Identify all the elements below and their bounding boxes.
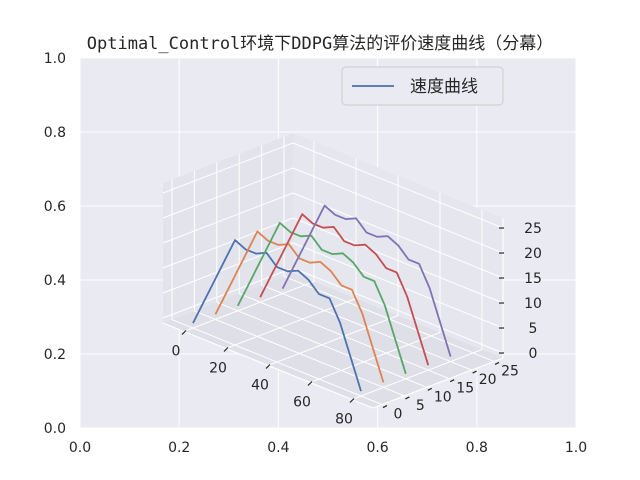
y-tick-label: 25 xyxy=(501,363,519,379)
y-tick-label: 20 xyxy=(479,372,497,388)
y-tick-label: 0 xyxy=(394,407,403,423)
z-tick-label: 15 xyxy=(524,271,542,287)
series-line-2 xyxy=(214,230,385,383)
wall-z-gridline xyxy=(162,242,294,294)
wall-z-gridline xyxy=(162,192,294,244)
x-tick-mark xyxy=(307,381,313,386)
x-tick-mark xyxy=(181,330,187,335)
floor-x-gridline xyxy=(267,315,399,366)
floor-x-gridline xyxy=(225,298,357,349)
y-tick-label: 5 xyxy=(416,398,425,414)
x-tick-mark xyxy=(265,364,271,369)
series-line-4 xyxy=(259,213,430,366)
series-line-3 xyxy=(236,221,407,375)
x-tick-label: 60 xyxy=(293,395,311,411)
wall-z-gridline xyxy=(162,142,294,194)
z-tick-label: 10 xyxy=(524,296,542,312)
x-tick-mark xyxy=(223,347,229,352)
y-tick-mark xyxy=(405,396,410,400)
series-line-5 xyxy=(281,204,452,357)
z-tick-label: 0 xyxy=(529,346,538,362)
z-tick-label: 20 xyxy=(524,246,542,262)
x-axis-line xyxy=(162,322,374,409)
back-z-gridline xyxy=(292,142,504,229)
y-tick-mark xyxy=(472,370,477,374)
y-axis-line xyxy=(372,357,504,409)
outer-y-tick-label: 0.8 xyxy=(44,125,66,141)
back-z-gridline xyxy=(292,267,504,354)
back-z-gridline xyxy=(292,192,504,279)
outer-x-tick-label: 0.6 xyxy=(366,440,388,456)
wall-z-gridline xyxy=(162,167,294,219)
legend-label: 速度曲线 xyxy=(410,77,478,97)
back-z-gridline xyxy=(292,167,504,254)
wall-z-gridline xyxy=(162,217,294,269)
x-tick-label: 80 xyxy=(335,412,353,428)
outer-y-tick-label: 0.4 xyxy=(44,273,66,289)
outer-x-tick-label: 0.8 xyxy=(466,440,488,456)
outer-y-tick-label: 1.0 xyxy=(44,51,66,67)
x-tick-label: 20 xyxy=(209,361,227,377)
x-tick-label: 0 xyxy=(172,344,181,360)
legend-box xyxy=(341,66,504,106)
x-tick-label: 40 xyxy=(251,378,269,394)
floor-x-gridline xyxy=(351,349,483,400)
floor-y-gridline xyxy=(216,301,427,388)
outer-x-tick-label: 1.0 xyxy=(565,440,587,456)
x-tick-mark xyxy=(349,398,355,403)
outer-x-tick-label: 0.2 xyxy=(168,440,190,456)
back-z-gridline xyxy=(292,242,504,329)
outer-y-tick-label: 0.6 xyxy=(44,199,66,215)
back-z-gridline xyxy=(292,217,504,304)
outer-y-tick-label: 0.0 xyxy=(44,421,66,437)
y-tick-label: 15 xyxy=(456,381,474,397)
y-tick-mark xyxy=(449,379,455,383)
z-tick-label: 5 xyxy=(529,321,538,337)
legend: 速度曲线 xyxy=(341,66,504,106)
floor-y-gridline xyxy=(194,310,405,397)
outer-x-tick-label: 0.4 xyxy=(267,440,289,456)
y-tick-mark xyxy=(494,361,500,365)
chart-title: Optimal_Control环境下DDPG算法的评价速度曲线（分幕） xyxy=(87,34,553,54)
y-tick-label: 10 xyxy=(434,389,452,405)
y-tick-mark xyxy=(427,387,433,391)
floor-x-gridline xyxy=(183,281,315,332)
series-line-1 xyxy=(192,239,362,392)
outer-y-tick-label: 0.2 xyxy=(44,347,66,363)
outer-x-tick-label: 0.0 xyxy=(69,440,91,456)
z-tick-label: 25 xyxy=(524,221,542,237)
floor-y-gridline xyxy=(171,319,383,406)
y-tick-mark xyxy=(382,405,388,409)
